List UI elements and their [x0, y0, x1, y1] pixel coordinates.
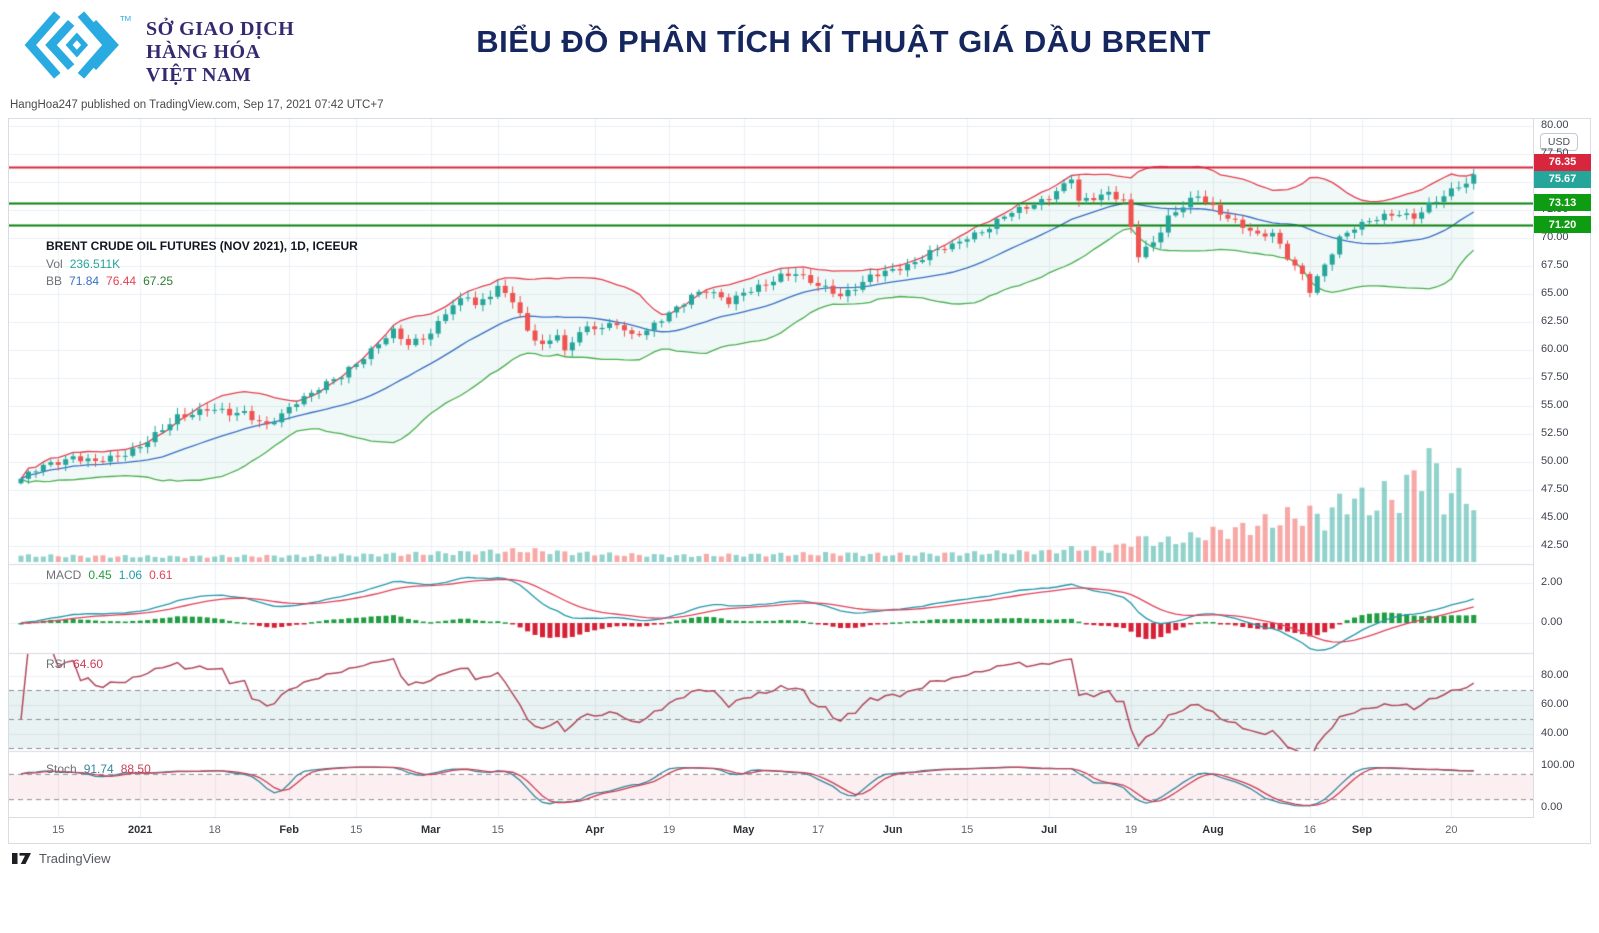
axis-tick: 45.00	[1541, 511, 1569, 523]
price-tag-75.67[interactable]: 75.67	[1534, 170, 1591, 188]
date-label-2021[interactable]: 2021	[127, 824, 153, 836]
date-label-Jun[interactable]: Jun	[882, 824, 903, 836]
price-tag-71.20[interactable]: 71.20	[1534, 216, 1591, 234]
price-axis[interactable]: USD 80.0077.5075.0072.5070.0067.5065.006…	[1533, 119, 1591, 817]
date-label-Sep[interactable]: Sep	[1351, 824, 1373, 836]
page-title: BIỂU ĐỒ PHÂN TÍCH KĨ THUẬT GIÁ DẦU BRENT	[476, 24, 1211, 59]
axis-tick: 67.50	[1541, 259, 1569, 271]
axis-tick: 2.00	[1541, 576, 1563, 588]
date-label-19[interactable]: 19	[1124, 824, 1138, 836]
logo-line-1: SỞ GIAO DỊCH	[146, 18, 295, 40]
date-label-16[interactable]: 16	[1303, 824, 1316, 836]
macd-line-value: 1.06	[118, 568, 143, 582]
axis-tick: 80.00	[1541, 119, 1569, 131]
stoch-k-value: 91.74	[83, 762, 114, 776]
rsi-label: RSI	[46, 657, 67, 671]
rsi-legend[interactable]: RSI 64.60	[46, 657, 103, 671]
price-tag-73.13[interactable]: 73.13	[1534, 194, 1591, 212]
date-label-Feb[interactable]: Feb	[279, 824, 299, 836]
published-attribution: HangHoa247 published on TradingView.com,…	[10, 99, 384, 111]
stoch-label: Stoch	[46, 762, 77, 776]
axis-tick: 62.50	[1541, 315, 1569, 327]
axis-tick: 100.00	[1541, 759, 1575, 771]
date-label-15[interactable]: 15	[961, 824, 974, 836]
macd-hist-value: 0.45	[88, 568, 112, 582]
axis-tick: 50.00	[1541, 455, 1569, 467]
logo-tm-text: TM	[120, 14, 131, 23]
bb-lower-value: 67.25	[143, 274, 174, 288]
vol-label: Vol	[46, 257, 63, 271]
macd-legend[interactable]: MACD 0.45 1.06 0.61	[46, 568, 172, 582]
rsi-value: 64.60	[73, 657, 104, 671]
axis-tick: 60.00	[1541, 698, 1569, 710]
axis-tick: 70.00	[1541, 231, 1569, 243]
logo-text: SỞ GIAO DỊCH HÀNG HÓA VIỆT NAM	[146, 18, 294, 87]
date-label-20[interactable]: 20	[1445, 824, 1458, 836]
price-tag-76.35[interactable]: 76.35	[1534, 153, 1591, 171]
date-axis[interactable]: 15 2021 18 Feb 15 Mar 15 Apr 19 May 17 Jun 15 Jul 19 Au…	[9, 817, 1534, 843]
date-label-15[interactable]: 15	[350, 824, 363, 836]
currency-badge[interactable]: USD	[1540, 133, 1578, 151]
axis-tick: 55.00	[1541, 399, 1569, 411]
bb-basis-value: 71.84	[69, 274, 100, 288]
mxv-logo: TM SỞ GIAO DỊCH HÀNG HÓA VIỆT NAM	[20, 8, 294, 87]
axis-tick: 57.50	[1541, 371, 1569, 383]
mxv-logo-icon: TM	[24, 11, 131, 79]
tradingview-brand-text: TradingView	[39, 851, 111, 866]
bb-legend[interactable]: BB 71.84 76.44 67.25	[46, 274, 173, 288]
axis-tick: 47.50	[1541, 483, 1569, 495]
page-header: TM SỞ GIAO DỊCH HÀNG HÓA VIỆT NAM BIỂU Đ…	[0, 0, 1599, 96]
date-label-May[interactable]: May	[732, 824, 755, 836]
date-label-19[interactable]: 19	[663, 824, 676, 836]
volume-legend[interactable]: Vol 236.511K	[46, 257, 120, 271]
logo-line-2: HÀNG HÓA	[146, 41, 261, 63]
tradingview-attribution[interactable]: TradingView	[12, 851, 111, 866]
axis-tick: 52.50	[1541, 427, 1569, 439]
axis-tick: 65.00	[1541, 287, 1569, 299]
date-label-Apr[interactable]: Apr	[585, 824, 605, 836]
logo-line-3: VIỆT NAM	[146, 64, 252, 86]
axis-tick: 60.00	[1541, 343, 1569, 355]
macd-label: MACD	[46, 568, 82, 582]
date-label-18[interactable]: 18	[208, 824, 221, 836]
date-label-Jul[interactable]: Jul	[1041, 824, 1058, 836]
bb-upper-value: 76.44	[106, 274, 137, 288]
axis-tick: 80.00	[1541, 669, 1569, 681]
axis-tick: 0.00	[1541, 616, 1563, 628]
stoch-legend[interactable]: Stoch 91.74 88.50	[46, 762, 151, 776]
date-label-17[interactable]: 17	[812, 824, 825, 836]
chart-container: BRENT CRUDE OIL FUTURES (NOV 2021), 1D, …	[8, 118, 1591, 844]
axis-tick: 0.00	[1541, 801, 1563, 813]
stoch-d-value: 88.50	[120, 762, 151, 776]
tradingview-icon	[12, 853, 31, 864]
date-label-15[interactable]: 15	[52, 824, 65, 836]
axis-tick: 40.00	[1541, 727, 1569, 739]
axis-tick: 42.50	[1541, 539, 1569, 551]
chart-canvas[interactable]	[9, 119, 1534, 817]
date-label-Aug[interactable]: Aug	[1202, 824, 1224, 836]
macd-signal-value: 0.61	[149, 568, 173, 582]
date-label-Mar[interactable]: Mar	[420, 824, 441, 836]
vol-value: 236.511K	[69, 257, 121, 271]
symbol-legend[interactable]: BRENT CRUDE OIL FUTURES (NOV 2021), 1D, …	[46, 239, 358, 253]
date-label-15[interactable]: 15	[491, 824, 504, 836]
bb-label: BB	[46, 274, 63, 288]
